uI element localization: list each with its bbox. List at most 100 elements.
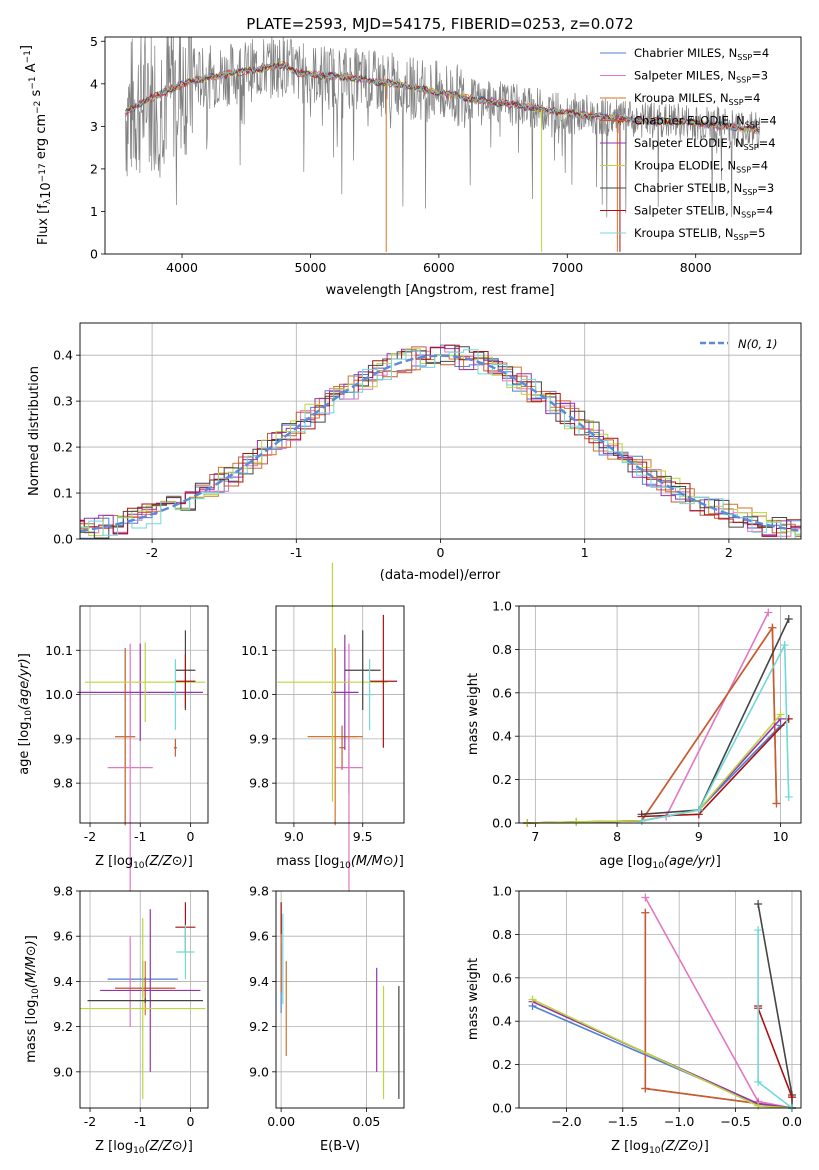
weight-marker — [784, 615, 793, 624]
y-tick-label: 0.2 — [492, 1057, 512, 1072]
x-tick-label: 0 — [437, 545, 445, 560]
age_vs_Z-ylabel: age [log10(age/yr)] — [17, 653, 34, 775]
mass_vs_Z-frame — [79, 890, 209, 1109]
age_vs_mass-frame — [275, 605, 405, 824]
age_vs_Z-xlabel: Z [log10(Z/Z⊙)] — [95, 854, 193, 871]
weight-marker — [754, 926, 763, 935]
model-spectrum-kroupa_stelib — [124, 63, 761, 136]
weight_vs_Z-xlabel: Z [log10(Z/Z⊙)] — [611, 1139, 709, 1156]
y-tick-label: 0.3 — [53, 394, 73, 409]
x-tick-label: 2 — [725, 545, 733, 560]
weight_vs_Z-ylabel: mass weight — [466, 958, 481, 1040]
weight-marker — [764, 608, 773, 617]
y-tick-label: 0.0 — [492, 1101, 512, 1116]
weight-marker — [772, 799, 781, 808]
x-tick-label: 0.0 — [782, 1114, 802, 1129]
y-tick-label: 9.8 — [249, 776, 269, 791]
weight-line-kroupa_miles — [644, 912, 793, 1109]
y-tick-label: 5 — [90, 34, 98, 49]
x-tick-label: 8000 — [680, 260, 712, 275]
legend-entry: Kroupa ELODIE, NSSP=4 — [634, 159, 768, 175]
age_vs_Z-frame — [79, 605, 209, 824]
spectrum-ylabel: Flux [fλ10−17 erg cm−2 s−1 A−1] — [19, 45, 54, 245]
residuals-ylabel: Normed distribution — [27, 366, 42, 496]
legend-entry: Kroupa MILES, NSSP=4 — [634, 91, 760, 107]
y-tick-label: 0.8 — [492, 642, 512, 657]
y-tick-label: 9.6 — [53, 929, 73, 944]
x-tick-label: 8 — [613, 829, 621, 844]
x-tick-label: -1 — [290, 545, 302, 560]
histogram-chabrier_stelib — [80, 346, 801, 539]
weight-line-chabrier_stelib — [641, 618, 790, 816]
y-tick-label: 0.6 — [492, 970, 512, 985]
gaussian-reference-curve — [80, 354, 801, 533]
weight_vs_age-ylabel: mass weight — [466, 673, 481, 755]
x-tick-label: 0 — [186, 1114, 194, 1129]
y-tick-label: 4 — [90, 76, 98, 91]
x-tick-label: -1 — [134, 1114, 146, 1129]
y-tick-label: 0.0 — [492, 816, 512, 831]
x-tick-label: 1 — [581, 545, 589, 560]
x-tick-label: 4000 — [166, 260, 198, 275]
age_vs_Z-plot — [77, 630, 206, 892]
legend-entry: Salpeter MILES, NSSP=3 — [634, 69, 768, 85]
y-tick-label: 9.9 — [249, 731, 269, 746]
y-tick-label: 9.0 — [249, 1064, 269, 1079]
weight-line-salpeter_miles — [644, 897, 793, 1109]
weight-marker — [754, 1101, 763, 1110]
spectrum-xlabel: wavelength [Angstrom, rest frame] — [326, 283, 555, 298]
legend-entry: Salpeter STELIB, NSSP=4 — [634, 204, 773, 220]
weight_vs_age-axes — [515, 605, 801, 827]
legend-entry: Kroupa STELIB, NSSP=5 — [634, 226, 765, 242]
weight_vs_age-plot — [523, 608, 793, 827]
y-tick-label: 9.8 — [249, 884, 269, 899]
y-tick-label: 9.2 — [53, 1019, 73, 1034]
legend-entry: Salpeter ELODIE, NSSP=4 — [634, 136, 776, 152]
mass_vs_Z-ylabel: mass [log10(M/M⊙)] — [24, 935, 41, 1063]
y-tick-label: 0 — [90, 247, 98, 262]
y-tick-label: 0.2 — [53, 440, 73, 455]
x-tick-label: −2.0 — [551, 1114, 581, 1129]
histogram-plot — [80, 344, 801, 539]
weight-marker — [754, 900, 763, 909]
y-tick-label: 9.0 — [53, 1064, 73, 1079]
residuals-frame — [79, 322, 802, 540]
x-tick-label: 9 — [695, 829, 703, 844]
y-tick-label: 9.6 — [249, 929, 269, 944]
y-tick-label: 9.2 — [249, 1019, 269, 1034]
weight-marker — [784, 792, 793, 801]
y-tick-label: 0.1 — [53, 486, 73, 501]
y-tick-label: 10.0 — [45, 687, 73, 702]
x-tick-label: 7000 — [551, 260, 583, 275]
y-tick-label: 1 — [90, 204, 98, 219]
x-tick-label: −1.0 — [664, 1114, 694, 1129]
y-tick-label: 0.4 — [53, 348, 73, 363]
weight-marker — [572, 817, 581, 826]
residuals-xlabel: (data-model)/error — [380, 568, 501, 583]
mass_vs_EBV-axes — [272, 890, 404, 1112]
y-tick-label: 2 — [90, 161, 98, 176]
weight-marker — [637, 816, 646, 825]
x-tick-label: 10 — [773, 829, 789, 844]
legend-entry: N(0, 1) — [738, 337, 778, 351]
y-tick-label: 1.0 — [492, 884, 512, 899]
mass_vs_EBV-xlabel: E(B-V) — [320, 1139, 360, 1154]
weight-marker — [641, 893, 650, 902]
mass_vs_Z-xlabel: Z [log10(Z/Z⊙)] — [95, 1139, 193, 1156]
y-tick-label: 10.1 — [45, 643, 73, 658]
x-tick-label: −1.5 — [608, 1114, 638, 1129]
x-tick-label: 9.5 — [353, 829, 373, 844]
x-tick-label: 0 — [186, 829, 194, 844]
spectrum-title: PLATE=2593, MJD=54175, FIBERID=0253, z=0… — [246, 15, 633, 33]
y-tick-label: 3 — [90, 119, 98, 134]
weight_vs_age-frame — [518, 605, 802, 824]
y-tick-label: 10.1 — [241, 643, 269, 658]
x-tick-label: −0.5 — [720, 1114, 750, 1129]
x-tick-label: 5000 — [295, 260, 327, 275]
age_vs_mass-axes — [272, 606, 404, 827]
x-tick-label: -2 — [84, 1114, 96, 1129]
legend-entry: Chabrier MILES, NSSP=4 — [634, 46, 769, 62]
weight-marker — [780, 641, 789, 650]
histogram-kroupa_stelib — [80, 349, 801, 539]
weight-line-salpeter_elodie — [527, 718, 782, 824]
